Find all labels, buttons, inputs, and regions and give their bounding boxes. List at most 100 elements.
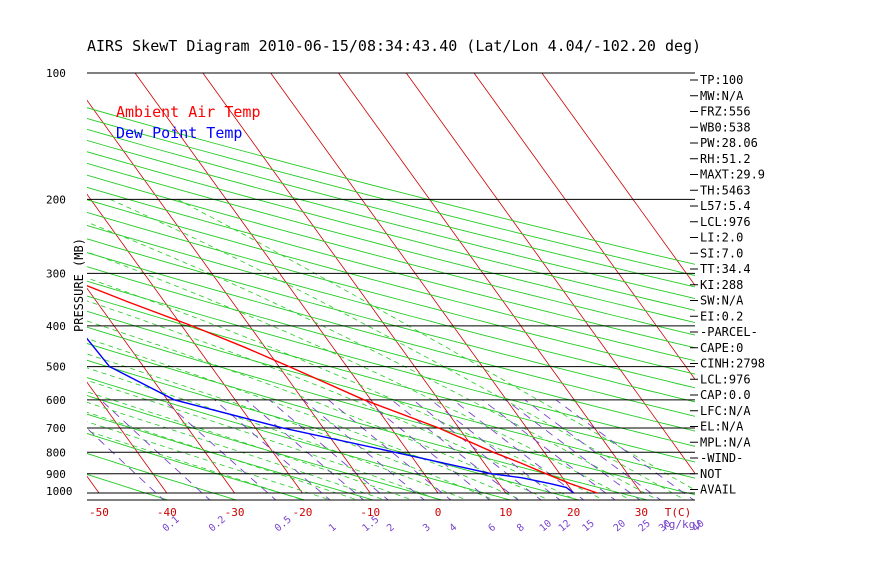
isotherm-line [405, 73, 695, 474]
mixing-ratio-line [303, 399, 425, 500]
moist-adiabat-line [87, 391, 414, 500]
mixing-ratio-line [555, 399, 695, 500]
panel-index-label: WB0:538 [700, 120, 751, 134]
mixing-ratio-label: 20 [612, 518, 628, 534]
isotherm-line [0, 73, 31, 493]
pressure-tick-label: 700 [46, 422, 66, 435]
mixing-ratio-line [328, 399, 452, 500]
panel-index-label: CAPE:0 [700, 341, 743, 355]
panel-index-label: MW:N/A [700, 89, 744, 103]
ambient-air-temp-line [87, 284, 598, 494]
mixing-ratio-label: 12 [557, 518, 573, 534]
moist-adiabat-line [87, 320, 550, 500]
dry-adiabat-line [87, 359, 581, 500]
dry-adiabat-line [87, 433, 307, 500]
chart-text-layer: AIRS SkewT Diagram 2010-06-15/08:34:43.4… [72, 37, 701, 332]
dry-adiabat-line [87, 238, 695, 403]
panel-index-label: NOT [700, 467, 722, 481]
panel-index-label: LCL:976 [700, 215, 751, 229]
mixing-ratio-line [269, 399, 389, 500]
panel-index-label: LCL:976 [700, 372, 751, 386]
moist-adiabat-line [177, 199, 695, 491]
dry-adiabat-line [87, 139, 695, 299]
dry-adiabat-line [87, 117, 695, 276]
dry-adiabat-line [87, 225, 695, 389]
mixing-ratio-line [214, 399, 331, 500]
panel-index-label: SI:7.0 [700, 246, 743, 260]
moist-adiabat-line [87, 367, 468, 500]
mixing-ratio-label: 6 [486, 522, 498, 534]
dry-adiabat-line [87, 199, 695, 362]
panel-index-label: CAP:0.0 [700, 388, 751, 402]
moist-adiabat-line [87, 338, 523, 500]
panel-index-label: TT:34.4 [700, 262, 751, 276]
moist-adiabat-line [87, 251, 632, 500]
mixing-ratio-label: 15 [580, 518, 596, 534]
bottom-temperature-tick-label: -30 [225, 506, 245, 519]
panel-index-label: MAXT:29.9 [700, 168, 765, 182]
mixing-ratio-label: 25 [637, 518, 653, 534]
panel-index-label: TP:100 [700, 73, 743, 87]
moist-adiabat-line [87, 277, 605, 500]
dry-adiabat-line [87, 266, 695, 432]
pressure-tick-label: 800 [46, 446, 66, 459]
mixing-ratio-line [524, 399, 662, 500]
bottom-temperature-tick-label: -40 [157, 506, 177, 519]
panel-index-label: LI:2.0 [700, 231, 743, 245]
mixing-ratio-line [482, 399, 616, 500]
panel-index-label: CINH:2798 [700, 357, 765, 371]
panel-index-label: EI:0.2 [700, 309, 743, 323]
dry-adiabat-line [87, 128, 695, 288]
moist-adiabat-line [87, 379, 441, 500]
mixing-ratio-line [452, 399, 585, 500]
guide-lines-layer [0, 73, 695, 500]
isotherm-line [270, 73, 574, 494]
pressure-tick-label: 200 [46, 193, 66, 206]
dry-adiabat-line [87, 377, 513, 500]
dry-adiabat-line [87, 252, 695, 417]
mixing-ratio-line [162, 399, 277, 500]
isotherm-line [473, 73, 695, 380]
panel-index-label: L57:5.4 [700, 199, 751, 213]
mixing-ratio-line [505, 399, 641, 500]
panel-index-label: RH:51.2 [700, 152, 751, 166]
panel-index-label: MPL:N/A [700, 435, 751, 449]
dry-adiabat-line [87, 295, 695, 463]
panel-index-label: -WIND- [700, 451, 743, 465]
panel-index-label: -PARCEL- [700, 325, 758, 339]
panel-index-label: EL:N/A [700, 420, 744, 434]
panel-index-label: AVAIL [700, 483, 736, 497]
dry-adiabat-line [87, 326, 695, 496]
moist-adiabat-line [87, 401, 386, 500]
mixing-ratio-label: 2 [385, 522, 397, 534]
isotherm-line [87, 193, 303, 494]
profile-lines-layer [87, 284, 598, 494]
mixing-ratio-line [87, 427, 165, 500]
pressure-tick-label: 100 [46, 67, 66, 80]
isotherm-line [202, 73, 507, 494]
pressure-tick-label: 300 [46, 267, 66, 280]
temperature-unit-label: T(C) [665, 506, 692, 519]
bottom-temperature-tick-label: -20 [292, 506, 312, 519]
bottom-temperature-tick-label: 20 [567, 506, 580, 519]
pressure-tick-label: 500 [46, 361, 66, 374]
pressure-tick-label: 1000 [46, 485, 73, 498]
mixing-ratio-label: 4 [448, 522, 460, 534]
dry-adiabat-line [87, 453, 238, 500]
isotherm-line [87, 99, 371, 494]
moist-adiabat-line [109, 199, 686, 500]
moist-adiabat-line [87, 221, 659, 500]
panel-index-label: KI:288 [700, 278, 743, 292]
dry-adiabat-line [87, 413, 375, 500]
dew-point-temp-line [87, 337, 575, 494]
mixing-ratio-label: 1 [327, 522, 339, 534]
y-axis-label: PRESSURE (MB) [72, 238, 86, 332]
mixing-ratio-line [430, 399, 561, 500]
isotherm-line [338, 73, 642, 494]
panel-index-label: PW:28.06 [700, 136, 758, 150]
moist-adiabat-line [87, 421, 332, 500]
dry-adiabat-line [87, 151, 695, 311]
dry-adiabat-line [87, 280, 695, 447]
